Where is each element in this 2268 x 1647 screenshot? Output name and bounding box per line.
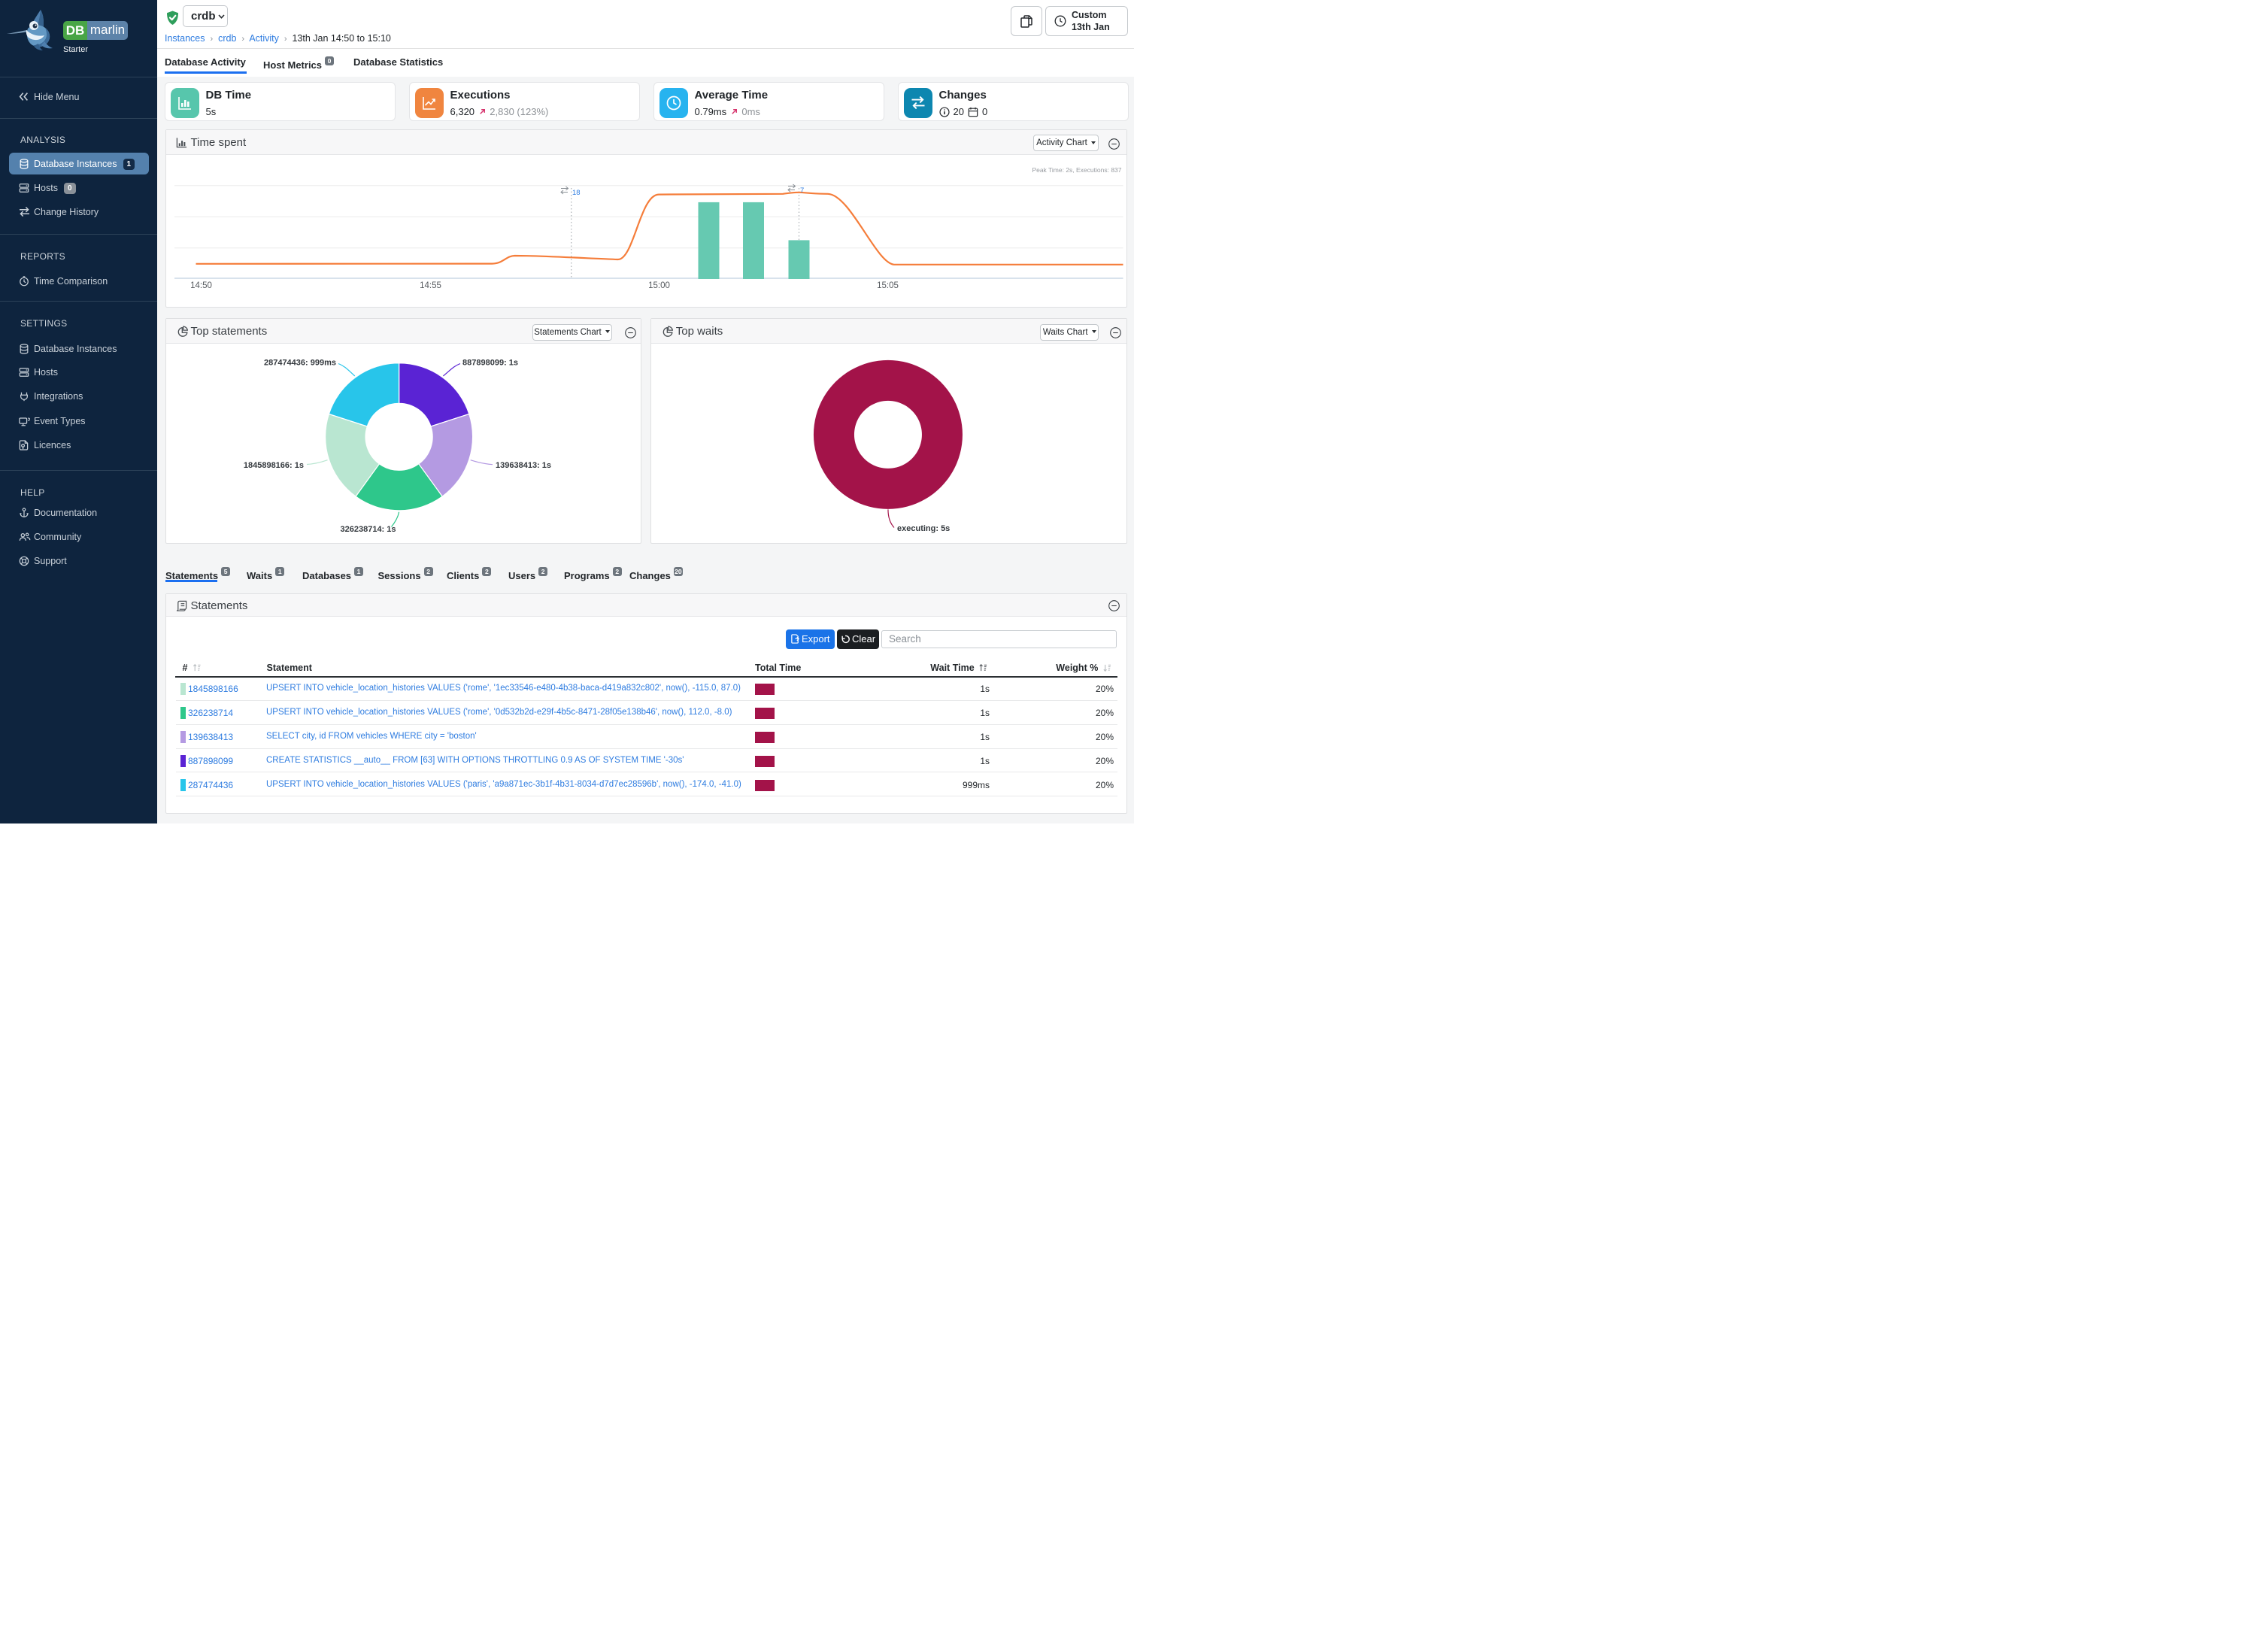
svg-text:15:00: 15:00 bbox=[648, 281, 670, 290]
svg-text:287474436: 999ms: 287474436: 999ms bbox=[263, 359, 335, 368]
svg-text:1845898166: 1s: 1845898166: 1s bbox=[243, 461, 303, 470]
svg-text:18: 18 bbox=[572, 189, 581, 197]
svg-text:Peak Time: 2s, Executions: 837: Peak Time: 2s, Executions: 837 bbox=[1032, 166, 1121, 174]
svg-text:executing: 5s: executing: 5s bbox=[897, 524, 950, 533]
svg-text:14:50: 14:50 bbox=[190, 281, 212, 290]
svg-text:887898099: 1s: 887898099: 1s bbox=[462, 359, 518, 368]
svg-text:14:55: 14:55 bbox=[420, 281, 441, 290]
svg-text:326238714: 1s: 326238714: 1s bbox=[340, 525, 396, 534]
svg-text:15:05: 15:05 bbox=[877, 281, 899, 290]
svg-text:139638413: 1s: 139638413: 1s bbox=[496, 461, 551, 470]
svg-text:7: 7 bbox=[800, 187, 804, 195]
